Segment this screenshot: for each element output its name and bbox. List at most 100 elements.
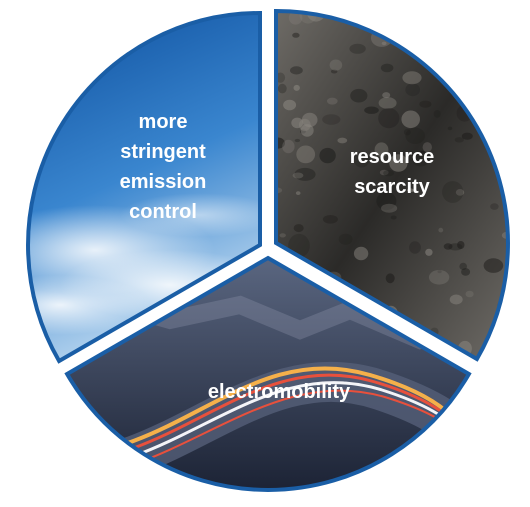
rock-speck (385, 273, 395, 284)
rock-speck (419, 150, 426, 154)
rock-speck (427, 34, 441, 43)
rock-speck (390, 215, 397, 220)
label-resources: resource scarcity (350, 146, 435, 198)
rock-speck (500, 35, 508, 46)
rock-speck (455, 189, 465, 196)
rock-speck (364, 106, 379, 114)
rock-speck (376, 192, 397, 211)
rock-speck (301, 112, 318, 128)
rock-speck (493, 113, 508, 132)
rock-speck (283, 99, 297, 111)
rock-speck (442, 181, 464, 203)
rock-speck (420, 38, 432, 46)
rock-speck (296, 145, 316, 164)
rock-speck (349, 43, 366, 54)
rock-speck (487, 45, 505, 62)
resources-label-line: resource (350, 146, 435, 168)
rock-speck (405, 83, 421, 97)
rock-speck (276, 187, 283, 194)
rock-speck (403, 128, 411, 136)
emission-label-line: emission (120, 171, 207, 193)
rock-speck (293, 224, 304, 233)
rock-speck (383, 169, 394, 177)
emission-label-line: control (129, 201, 197, 223)
rock-speck (319, 147, 336, 164)
rock-speck (279, 233, 286, 238)
segment-border (274, 8, 510, 362)
rock-speck (459, 262, 468, 270)
rock-speck (457, 241, 465, 249)
rock-speck (338, 233, 353, 245)
rock-speck (330, 69, 338, 74)
rock-speck (389, 154, 408, 172)
rock-speck (329, 59, 343, 71)
rock-speck (465, 290, 474, 298)
rock-speck (506, 74, 508, 78)
rock-speck (380, 63, 394, 73)
segment-mobility (64, 255, 472, 492)
rock-speck (483, 258, 504, 273)
rock-speck (419, 100, 432, 108)
rock-speck (277, 83, 287, 94)
rock-speck (490, 203, 499, 210)
rock-speck (337, 137, 348, 144)
rock-speck (378, 108, 400, 129)
rock-speck (409, 241, 421, 254)
rock-speck (464, 56, 472, 63)
rock-speck (499, 125, 508, 135)
segment-border (26, 10, 262, 364)
rock-speck (353, 151, 370, 168)
rock-speck (454, 137, 464, 143)
rock-speck (452, 31, 464, 39)
segment-border (64, 255, 472, 492)
rock-speck (401, 110, 421, 129)
rock-speck (405, 127, 426, 144)
rock-speck (406, 188, 415, 193)
segment-emission (26, 10, 262, 364)
rock-speck (353, 246, 369, 261)
rock-speck (432, 51, 452, 68)
rock-speck (433, 110, 441, 118)
rock-speck (488, 106, 494, 110)
rock-speck (486, 45, 498, 53)
rock-speck (352, 17, 358, 23)
rock-speck (294, 167, 316, 181)
rock-speck (499, 11, 508, 14)
label-emission: more stringent emission control (120, 111, 207, 223)
rock-speck (381, 203, 398, 213)
rock-speck (425, 248, 433, 256)
rock-speck (504, 338, 508, 344)
rock-speck (438, 227, 444, 233)
rock-speck (282, 139, 295, 154)
emission-label-line: stringent (120, 141, 206, 163)
rock-speck (293, 84, 300, 91)
rock-speck (290, 66, 303, 75)
rock-speck (483, 355, 495, 359)
rock-speck (449, 294, 463, 305)
emission-label-line: more (139, 111, 188, 133)
rock-speck (374, 142, 389, 157)
rock-speck (485, 134, 494, 141)
mobility-label-line: electromobility (208, 381, 351, 403)
rock-background (276, 11, 508, 359)
label-mobility: electromobility (208, 381, 351, 403)
rock-speck (276, 72, 286, 83)
rock-speck (443, 243, 453, 250)
rock-speck (350, 88, 368, 103)
rock-speck (381, 41, 387, 46)
rock-speck (453, 82, 464, 93)
rock-speck (402, 71, 422, 85)
rock-speck (295, 191, 301, 196)
rock-speck (470, 72, 481, 80)
rock-speck (437, 270, 442, 274)
rock-speck (447, 126, 453, 131)
rock-speck (378, 97, 397, 109)
rock-speck (322, 215, 338, 224)
rock-speck (294, 138, 301, 143)
rock-speck (379, 169, 389, 176)
rock-speck (411, 150, 430, 167)
resources-label-line: scarcity (354, 176, 430, 198)
rock-speck (327, 97, 338, 105)
rock-speck (461, 132, 473, 140)
